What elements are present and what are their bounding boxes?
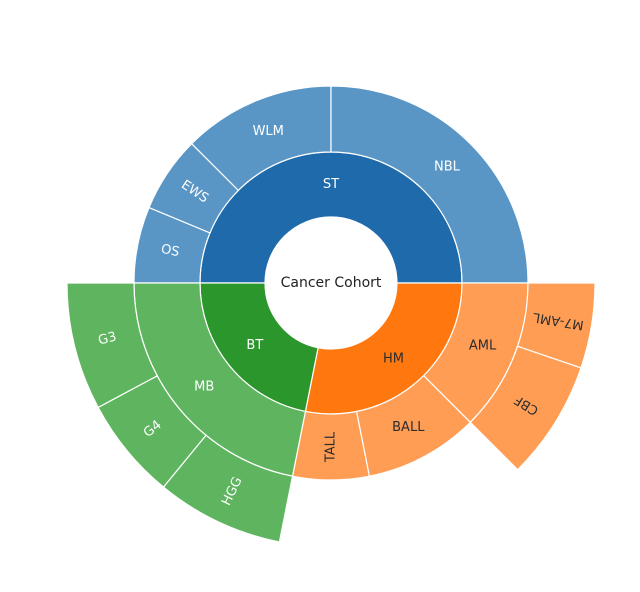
center-label[interactable]: Cancer Cohort — [281, 275, 382, 291]
segment-tall[interactable] — [291, 410, 371, 481]
segment-cbf[interactable] — [469, 345, 582, 471]
segment-nbl[interactable] — [330, 85, 529, 284]
segment-g3[interactable] — [66, 282, 159, 409]
center-hole — [265, 217, 397, 349]
segment-layer — [66, 85, 596, 543]
